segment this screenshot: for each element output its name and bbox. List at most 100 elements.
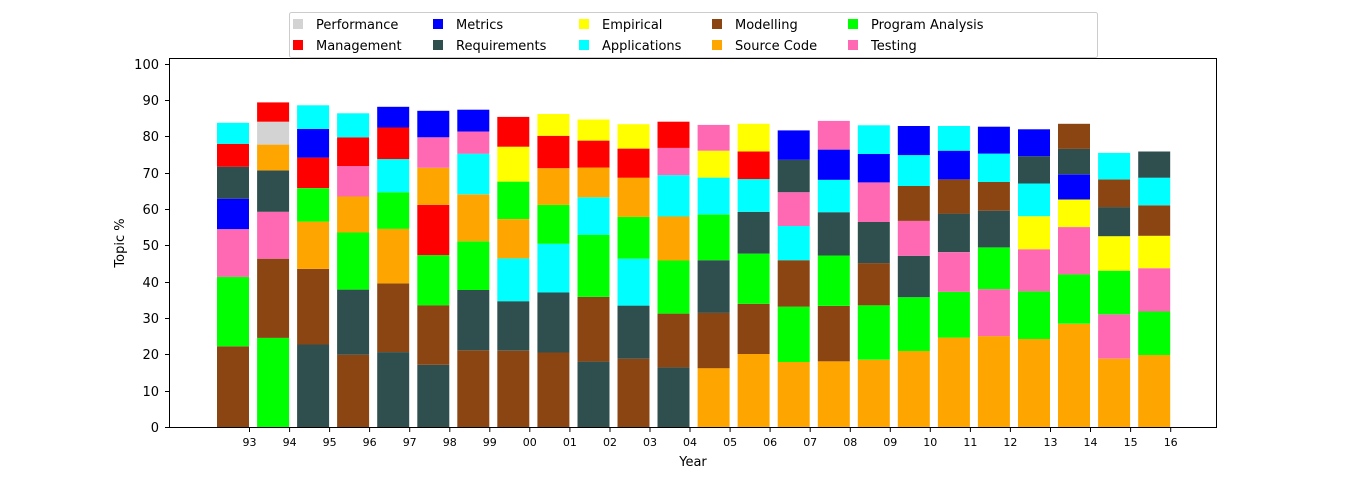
legend-label-metrics: Metrics bbox=[456, 18, 503, 33]
y-tick-label-80: 80 bbox=[142, 130, 159, 145]
plot-frame bbox=[169, 58, 1217, 428]
bar-segment-08-requirements bbox=[817, 212, 850, 256]
bar-segment-15-requirements bbox=[1098, 207, 1131, 237]
bar-segment-10-testing bbox=[897, 220, 930, 256]
legend-item-testing: Testing bbox=[848, 39, 917, 54]
x-tick-label-11: 11 bbox=[963, 436, 977, 449]
bar-segment-06-modelling bbox=[737, 303, 770, 354]
bar-segment-99-program-analysis bbox=[457, 241, 490, 290]
bar-segment-00-modelling bbox=[497, 350, 530, 427]
bar-segment-94-modelling bbox=[257, 258, 290, 338]
legend-item-requirements: Requirements bbox=[433, 39, 547, 54]
bar-segment-08-metrics bbox=[817, 149, 850, 180]
bar-segment-97-modelling bbox=[377, 283, 410, 353]
bar-segment-11-testing bbox=[937, 252, 970, 292]
bar-segment-10-program-analysis bbox=[897, 297, 930, 351]
bar-segment-01-applications bbox=[537, 243, 570, 293]
bar-segment-94-requirements bbox=[257, 170, 290, 212]
bar-segment-04-applications bbox=[657, 175, 690, 217]
legend-swatch-program-analysis bbox=[848, 19, 858, 29]
bar-segment-96-program-analysis bbox=[337, 232, 370, 290]
bar-segment-02-management bbox=[577, 140, 610, 168]
bar-segment-09-metrics bbox=[857, 154, 890, 183]
bar-segment-99-testing bbox=[457, 131, 490, 154]
bar-segment-97-management bbox=[377, 127, 410, 160]
bar-segment-09-source-code bbox=[857, 359, 890, 427]
bar-segment-10-source-code bbox=[897, 351, 930, 427]
bar-segment-16-empirical bbox=[1138, 235, 1171, 269]
x-axis-label: Year bbox=[678, 455, 707, 470]
legend-item-modelling: Modelling bbox=[712, 18, 798, 33]
bar-segment-04-program-analysis bbox=[657, 260, 690, 314]
bar-segment-12-testing bbox=[977, 289, 1010, 337]
bar-segment-98-management bbox=[417, 204, 450, 256]
bar-segment-12-applications bbox=[977, 153, 1010, 182]
legend-label-program-analysis: Program Analysis bbox=[871, 18, 984, 33]
bar-segment-97-program-analysis bbox=[377, 192, 410, 229]
bar-segment-98-metrics bbox=[417, 110, 450, 138]
bar-segment-13-empirical bbox=[1018, 216, 1050, 250]
bar-segment-05-empirical bbox=[697, 150, 730, 178]
x-axis: 93 94 95 96 97 98 99 00 01 02 03 04 05 06 07 08 09 10 11 12… bbox=[243, 427, 1178, 449]
legend-item-source-code: Source Code bbox=[712, 39, 817, 54]
bar-segment-02-empirical bbox=[577, 119, 610, 141]
bar-segment-01-modelling bbox=[537, 352, 570, 427]
y-tick-label-90: 90 bbox=[142, 94, 159, 109]
legend: Performance Management Metrics Requirements… bbox=[289, 12, 1098, 58]
legend-swatch-modelling bbox=[712, 19, 722, 29]
bar-segment-98-source-code bbox=[417, 167, 450, 205]
bar-segment-14-program-analysis bbox=[1058, 274, 1090, 324]
legend-item-program-analysis: Program Analysis bbox=[848, 18, 984, 33]
bar-segment-09-program-analysis bbox=[857, 305, 890, 360]
bar-segment-05-modelling bbox=[697, 312, 730, 369]
bar-segment-01-program-analysis bbox=[537, 204, 570, 244]
bar-segment-05-source-code bbox=[697, 368, 730, 427]
bar-segment-14-metrics bbox=[1058, 174, 1090, 200]
bar-segment-03-applications bbox=[617, 258, 650, 306]
legend-item-empirical: Empirical bbox=[579, 18, 662, 33]
bar-segment-95-program-analysis bbox=[297, 188, 330, 222]
bar-segment-10-applications bbox=[897, 155, 930, 186]
bar-segment-07-modelling bbox=[777, 260, 810, 307]
legend-item-applications: Applications bbox=[579, 39, 682, 54]
bar-segment-96-testing bbox=[337, 166, 370, 197]
bar-segment-94-source-code bbox=[257, 144, 290, 171]
x-tick-label-13: 13 bbox=[1044, 436, 1058, 449]
bar-segment-13-program-analysis bbox=[1018, 291, 1050, 339]
bar-segment-12-metrics bbox=[977, 126, 1010, 154]
bar-segment-09-testing bbox=[857, 182, 890, 222]
x-tick-label-96: 96 bbox=[363, 436, 377, 449]
x-tick-label-10: 10 bbox=[923, 436, 937, 449]
bar-segment-14-source-code bbox=[1058, 323, 1090, 427]
bar-segment-07-source-code bbox=[777, 361, 810, 427]
bar-segment-11-source-code bbox=[937, 337, 970, 427]
legend-swatch-empirical bbox=[579, 19, 589, 29]
bar-segment-99-applications bbox=[457, 153, 490, 195]
legend-swatch-source-code bbox=[712, 40, 722, 50]
x-tick-label-08: 08 bbox=[843, 436, 857, 449]
bar-segment-93-metrics bbox=[217, 198, 249, 230]
bar-segment-06-requirements bbox=[737, 211, 770, 254]
bar-segment-94-management bbox=[257, 102, 290, 122]
x-tick-label-05: 05 bbox=[723, 436, 737, 449]
bar-segment-13-metrics bbox=[1018, 129, 1050, 157]
bar-segment-07-metrics bbox=[777, 130, 810, 160]
x-tick-label-00: 00 bbox=[523, 436, 537, 449]
bar-segment-08-modelling bbox=[817, 306, 850, 362]
bar-segment-01-empirical bbox=[537, 114, 570, 136]
bar-segment-96-management bbox=[337, 137, 370, 166]
bar-segment-94-testing bbox=[257, 211, 290, 259]
legend-label-testing: Testing bbox=[870, 39, 917, 54]
bar-segment-12-source-code bbox=[977, 336, 1010, 427]
bar-segment-93-program-analysis bbox=[217, 276, 249, 347]
bar-segment-08-program-analysis bbox=[817, 255, 850, 306]
bar-segment-14-testing bbox=[1058, 227, 1090, 275]
bar-segment-95-applications bbox=[297, 105, 330, 129]
bar-segment-08-source-code bbox=[817, 361, 850, 427]
bar-segment-93-applications bbox=[217, 122, 249, 144]
bar-segment-01-management bbox=[537, 135, 570, 169]
bar-segment-06-source-code bbox=[737, 353, 770, 427]
bar-segment-03-empirical bbox=[617, 124, 650, 149]
bar-segment-09-applications bbox=[857, 125, 890, 154]
bar-segment-96-requirements bbox=[337, 289, 370, 355]
